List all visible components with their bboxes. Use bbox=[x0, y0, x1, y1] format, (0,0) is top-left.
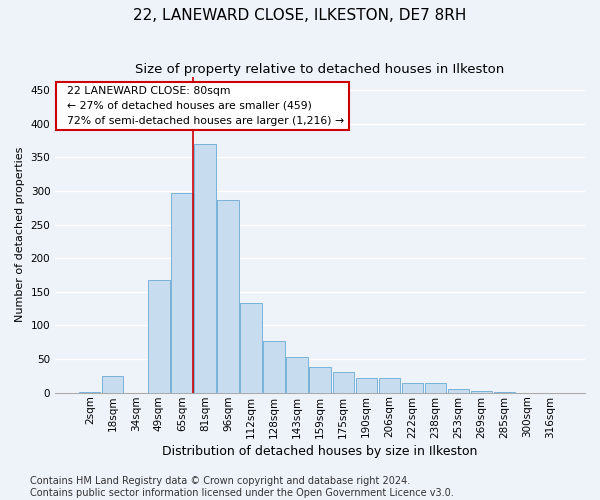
Text: Contains HM Land Registry data © Crown copyright and database right 2024.
Contai: Contains HM Land Registry data © Crown c… bbox=[30, 476, 454, 498]
Bar bbox=[425, 382, 446, 392]
Bar bbox=[102, 376, 124, 392]
Y-axis label: Number of detached properties: Number of detached properties bbox=[15, 147, 25, 322]
Bar bbox=[172, 193, 193, 392]
Bar bbox=[332, 372, 353, 392]
Title: Size of property relative to detached houses in Ilkeston: Size of property relative to detached ho… bbox=[136, 62, 505, 76]
Bar bbox=[217, 200, 239, 392]
Bar bbox=[379, 378, 400, 392]
Bar bbox=[194, 144, 215, 392]
Text: 22, LANEWARD CLOSE, ILKESTON, DE7 8RH: 22, LANEWARD CLOSE, ILKESTON, DE7 8RH bbox=[133, 8, 467, 22]
Bar bbox=[310, 367, 331, 392]
Bar bbox=[448, 390, 469, 392]
Text: 22 LANEWARD CLOSE: 80sqm
  ← 27% of detached houses are smaller (459)
  72% of s: 22 LANEWARD CLOSE: 80sqm ← 27% of detach… bbox=[61, 86, 344, 126]
Bar bbox=[148, 280, 170, 392]
X-axis label: Distribution of detached houses by size in Ilkeston: Distribution of detached houses by size … bbox=[163, 444, 478, 458]
Bar bbox=[356, 378, 377, 392]
Bar bbox=[263, 341, 284, 392]
Bar bbox=[401, 382, 423, 392]
Bar bbox=[286, 357, 308, 392]
Bar bbox=[470, 390, 492, 392]
Bar bbox=[241, 303, 262, 392]
